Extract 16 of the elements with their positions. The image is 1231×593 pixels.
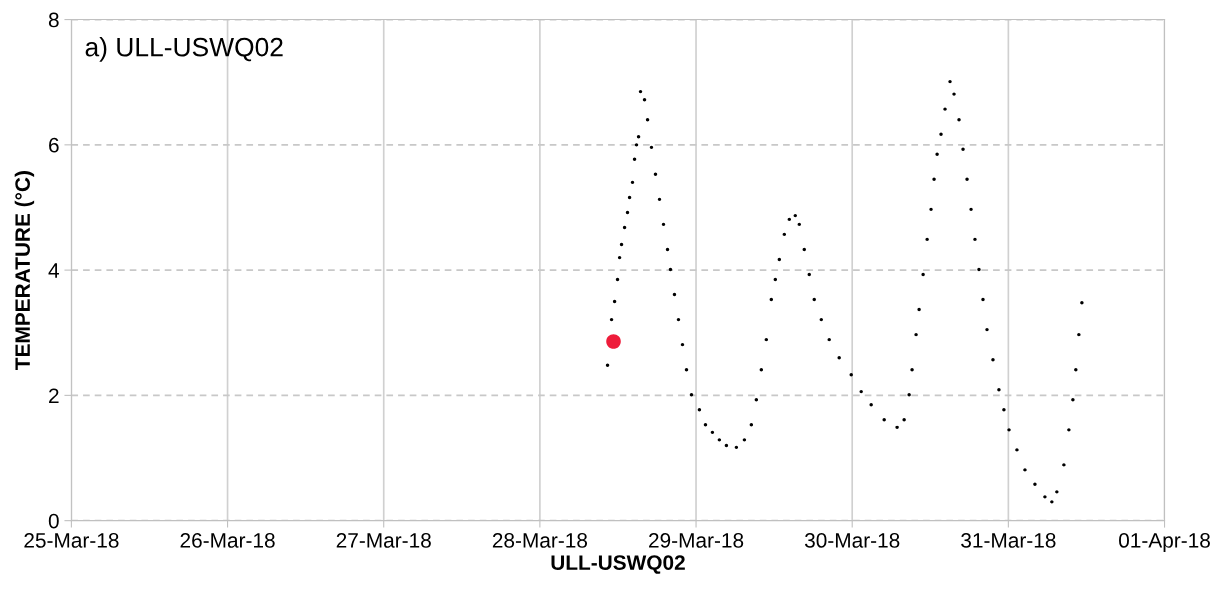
x-tick-label: 25-Mar-18 bbox=[24, 533, 119, 548]
x-tick-label: 28-Mar-18 bbox=[492, 533, 588, 548]
x-tick-label: 27-Mar-18 bbox=[336, 533, 431, 548]
y-tick-label: 8 bbox=[48, 12, 59, 28]
y-tick-label: 0 bbox=[48, 513, 59, 529]
y-axis-title: TEMPERATURE (°C) bbox=[14, 171, 35, 370]
x-tick-label: 30-Mar-18 bbox=[804, 533, 900, 548]
x-tick-label: 26-Mar-18 bbox=[180, 533, 275, 548]
y-tick-label: 2 bbox=[49, 388, 59, 403]
y-tick-label: 4 bbox=[48, 263, 59, 278]
x-tick-label: 01-Apr-18 bbox=[1119, 533, 1210, 552]
x-tick-label: 31-Mar-18 bbox=[961, 533, 1056, 548]
x-axis-title: ULL-USWQ02 bbox=[551, 555, 685, 574]
x-tick-label: 29-Mar-18 bbox=[649, 533, 744, 548]
y-tick-label: 6 bbox=[49, 137, 59, 153]
text: a) ULL-USWQ02 bbox=[85, 37, 283, 62]
